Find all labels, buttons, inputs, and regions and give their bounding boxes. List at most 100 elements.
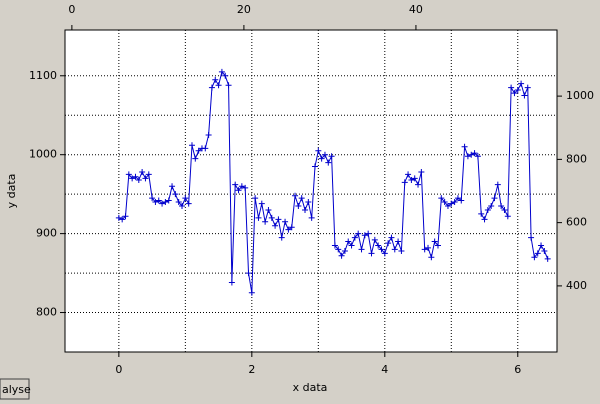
point-marker <box>298 195 305 202</box>
point-marker <box>262 218 269 225</box>
point-marker <box>311 163 318 170</box>
point-marker <box>458 197 465 204</box>
point-marker <box>182 195 189 202</box>
point-marker <box>401 179 408 186</box>
point-marker <box>501 206 508 213</box>
x-axis-label: x data <box>293 381 328 394</box>
point-marker <box>139 169 146 176</box>
point-marker <box>398 247 405 254</box>
x2-tick-label: 0 <box>68 3 75 16</box>
data-line <box>118 70 549 293</box>
point-marker <box>145 171 152 178</box>
point-marker <box>188 142 195 149</box>
point-marker <box>285 226 292 233</box>
point-marker <box>531 254 538 261</box>
point-marker <box>125 171 132 178</box>
point-marker <box>238 183 245 190</box>
point-marker <box>265 206 272 213</box>
point-marker <box>524 84 531 91</box>
point-marker <box>129 175 136 182</box>
x-tick-label: 2 <box>248 363 255 376</box>
point-marker <box>195 147 202 154</box>
point-marker <box>534 250 541 257</box>
point-marker <box>385 240 392 247</box>
y2-tick-label: 800 <box>566 152 587 165</box>
point-marker <box>159 200 166 207</box>
point-marker <box>315 147 322 154</box>
point-marker <box>454 195 461 202</box>
point-marker <box>272 222 279 229</box>
point-marker <box>338 252 345 259</box>
point-marker <box>461 143 468 150</box>
point-marker <box>115 214 122 221</box>
point-marker <box>235 187 242 194</box>
point-marker <box>132 173 139 180</box>
point-marker <box>428 254 435 261</box>
point-marker <box>212 76 219 83</box>
point-marker <box>162 199 169 206</box>
point-marker <box>255 214 262 221</box>
point-marker <box>225 82 232 89</box>
plot-area <box>64 29 558 353</box>
point-marker <box>165 197 172 204</box>
point-marker <box>192 155 199 162</box>
point-marker <box>361 232 368 239</box>
point-marker <box>518 80 525 87</box>
point-marker <box>122 213 129 220</box>
point-marker <box>451 199 458 206</box>
point-marker <box>355 230 362 237</box>
point-marker <box>119 216 126 223</box>
point-marker <box>258 200 265 207</box>
point-marker <box>358 246 365 253</box>
point-marker <box>415 181 422 188</box>
point-marker <box>179 202 186 209</box>
point-marker <box>504 213 511 220</box>
point-marker <box>155 197 162 204</box>
point-marker <box>391 246 398 253</box>
point-marker <box>484 206 491 213</box>
point-marker <box>444 202 451 209</box>
point-marker <box>421 246 428 253</box>
point-marker <box>351 234 358 241</box>
point-marker <box>295 202 302 209</box>
point-marker <box>365 230 372 237</box>
y2-tick-label: 600 <box>566 216 587 229</box>
point-marker <box>328 153 335 160</box>
point-marker <box>498 202 505 209</box>
point-marker <box>491 195 498 202</box>
point-marker <box>464 153 471 160</box>
point-marker <box>538 242 545 249</box>
point-marker <box>202 145 209 152</box>
button[interactable]: alyse <box>0 378 31 400</box>
point-marker <box>149 195 156 202</box>
y-tick-label: 900 <box>36 227 57 240</box>
point-marker <box>218 68 225 75</box>
y2-tick-label: 1000 <box>566 89 594 102</box>
point-marker <box>275 216 282 223</box>
point-marker <box>418 169 425 176</box>
point-marker <box>292 192 299 199</box>
point-marker <box>521 92 528 99</box>
point-marker <box>208 84 215 91</box>
point-marker <box>232 181 239 188</box>
point-marker <box>142 175 149 182</box>
button-label[interactable]: alyse <box>2 383 31 396</box>
x-tick-label: 6 <box>514 363 521 376</box>
point-marker <box>494 181 501 188</box>
point-marker <box>252 195 259 202</box>
point-marker <box>481 216 488 223</box>
point-marker <box>431 238 438 245</box>
point-marker <box>411 175 418 182</box>
point-marker <box>511 90 518 97</box>
button-frame[interactable] <box>0 378 30 400</box>
point-marker <box>222 72 229 79</box>
point-marker <box>282 218 289 225</box>
point-marker <box>302 206 309 213</box>
point-marker <box>425 244 432 251</box>
point-marker <box>474 153 481 160</box>
point-marker <box>348 242 355 249</box>
x-tick-label: 4 <box>381 363 388 376</box>
point-marker <box>345 238 352 245</box>
point-marker <box>541 247 548 254</box>
